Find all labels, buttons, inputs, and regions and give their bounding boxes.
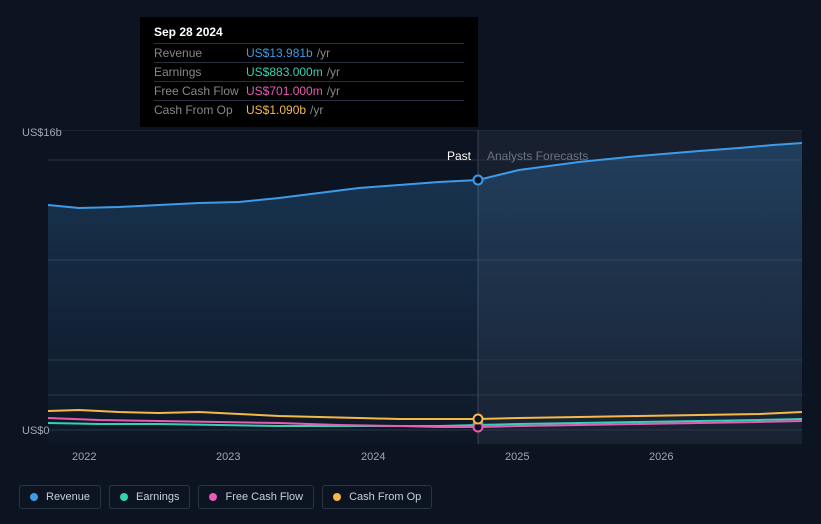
y-axis-label-max: US$16b xyxy=(22,127,62,139)
tooltip-metric-label: Revenue xyxy=(154,46,246,60)
legend: Revenue Earnings Free Cash Flow Cash From O… xyxy=(19,485,432,509)
legend-item-free-cash-flow[interactable]: Free Cash Flow xyxy=(198,485,314,509)
tooltip-metric-value: US$1.090b xyxy=(246,103,306,117)
legend-label: Cash From Op xyxy=(349,491,421,503)
x-axis-label: 2026 xyxy=(649,451,673,463)
x-axis-label: 2022 xyxy=(72,451,96,463)
tooltip-suffix: /yr xyxy=(310,103,323,117)
tooltip-row: Cash From OpUS$1.090b/yr xyxy=(154,100,464,119)
legend-item-earnings[interactable]: Earnings xyxy=(109,485,190,509)
chart: US$16b US$0 Past Analysts Forecasts xyxy=(19,130,802,444)
tooltip-metric-value: US$13.981b xyxy=(246,46,313,60)
legend-item-cash-from-op[interactable]: Cash From Op xyxy=(322,485,432,509)
x-axis-label: 2024 xyxy=(361,451,385,463)
tooltip-metric-label: Earnings xyxy=(154,65,246,79)
section-label-past: Past xyxy=(447,149,471,163)
legend-dot-icon xyxy=(209,493,217,501)
tooltip-suffix: /yr xyxy=(327,65,340,79)
legend-label: Revenue xyxy=(46,491,90,503)
tooltip-metric-value: US$701.000m xyxy=(246,84,323,98)
x-axis-label: 2023 xyxy=(216,451,240,463)
tooltip-metric-value: US$883.000m xyxy=(246,65,323,79)
legend-dot-icon xyxy=(30,493,38,501)
y-axis-label-min: US$0 xyxy=(22,425,50,437)
legend-item-revenue[interactable]: Revenue xyxy=(19,485,101,509)
tooltip-row: EarningsUS$883.000m/yr xyxy=(154,62,464,81)
tooltip-suffix: /yr xyxy=(327,84,340,98)
legend-label: Free Cash Flow xyxy=(225,491,303,503)
tooltip-suffix: /yr xyxy=(317,46,330,60)
legend-dot-icon xyxy=(333,493,341,501)
chart-tooltip: Sep 28 2024RevenueUS$13.981b/yrEarningsU… xyxy=(140,17,478,127)
tooltip-date: Sep 28 2024 xyxy=(154,25,464,43)
tooltip-row: Free Cash FlowUS$701.000m/yr xyxy=(154,81,464,100)
tooltip-metric-label: Free Cash Flow xyxy=(154,84,246,98)
tooltip-metric-label: Cash From Op xyxy=(154,103,246,117)
tooltip-row: RevenueUS$13.981b/yr xyxy=(154,43,464,62)
section-label-forecast: Analysts Forecasts xyxy=(487,149,588,163)
legend-dot-icon xyxy=(120,493,128,501)
x-axis-label: 2025 xyxy=(505,451,529,463)
legend-label: Earnings xyxy=(136,491,179,503)
